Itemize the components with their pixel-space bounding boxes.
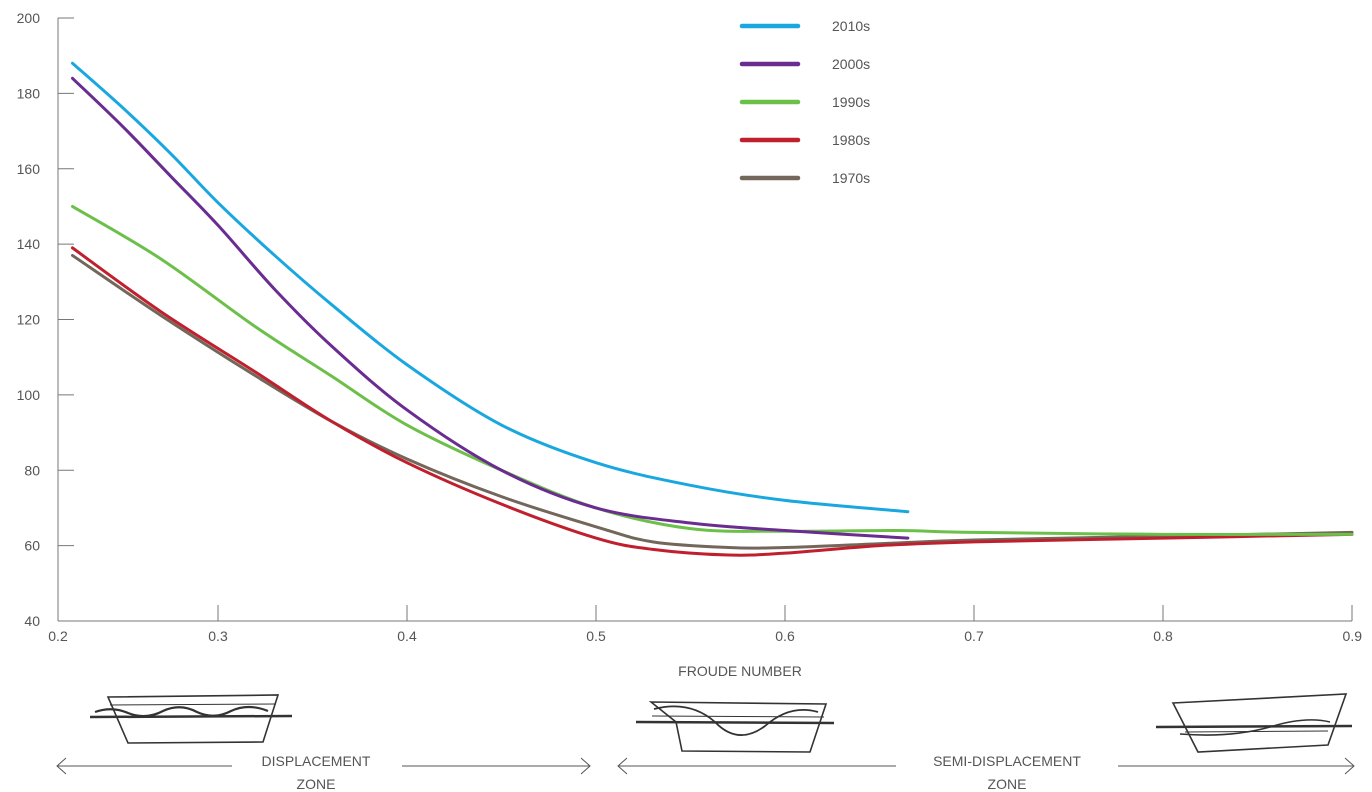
displacement-hull-icon xyxy=(89,694,293,744)
x-tick-label: 0.3 xyxy=(208,628,228,644)
displacement-zone-label-line1: DISPLACEMENT xyxy=(262,753,371,769)
series-line-2000s xyxy=(70,76,910,540)
semi-displacement-hull-icon xyxy=(635,701,835,753)
y-tick-label: 60 xyxy=(24,538,40,554)
legend-label-2010s: 2010s xyxy=(832,18,870,34)
y-tick-label: 80 xyxy=(24,462,40,478)
x-axis-title: FROUDE NUMBER xyxy=(678,663,802,679)
y-tick-label: 100 xyxy=(17,387,41,403)
x-tick-label: 0.6 xyxy=(775,628,795,644)
legend-label-2000s: 2000s xyxy=(832,56,870,72)
chart-legend: 2010s 2000s 1990s 1980s 1970s xyxy=(739,18,870,186)
series-line-2010s xyxy=(70,61,910,514)
x-tick-label: 0.7 xyxy=(964,628,984,644)
y-tick-label: 120 xyxy=(17,312,41,328)
x-tick-label: 0.2 xyxy=(48,628,68,644)
legend-label-1980s: 1980s xyxy=(832,132,870,148)
series-line-1990s xyxy=(70,204,1354,536)
y-tick-label: 160 xyxy=(17,161,41,177)
series-line-1970s xyxy=(70,253,1354,550)
y-tick-label: 140 xyxy=(17,236,41,252)
semi-displacement-zone-marker: SEMI-DISPLACEMENT ZONE xyxy=(617,753,1355,792)
displacement-zone-label-line2: ZONE xyxy=(297,776,336,792)
displacement-zone-marker: DISPLACEMENT ZONE xyxy=(56,753,591,792)
chart-axes: 40 60 80 100 120 140 160 180 200 0.2 0.3 0.4 0.5 0.6 0… xyxy=(17,10,1363,644)
x-tick-label: 0.9 xyxy=(1343,628,1363,644)
y-tick-label: 180 xyxy=(17,85,41,101)
legend-label-1990s: 1990s xyxy=(832,94,870,110)
planing-hull-icon xyxy=(1155,693,1353,753)
x-tick-label: 0.4 xyxy=(397,628,417,644)
semi-displacement-zone-label-line2: ZONE xyxy=(988,776,1027,792)
semi-displacement-zone-label-line1: SEMI-DISPLACEMENT xyxy=(933,753,1081,769)
x-tick-label: 0.5 xyxy=(586,628,606,644)
series-line-1980s xyxy=(70,246,1354,557)
chart-series xyxy=(70,61,1354,557)
y-tick-label: 40 xyxy=(24,613,40,629)
legend-label-1970s: 1970s xyxy=(832,170,870,186)
y-tick-label: 200 xyxy=(17,10,41,26)
x-tick-label: 0.8 xyxy=(1153,628,1173,644)
